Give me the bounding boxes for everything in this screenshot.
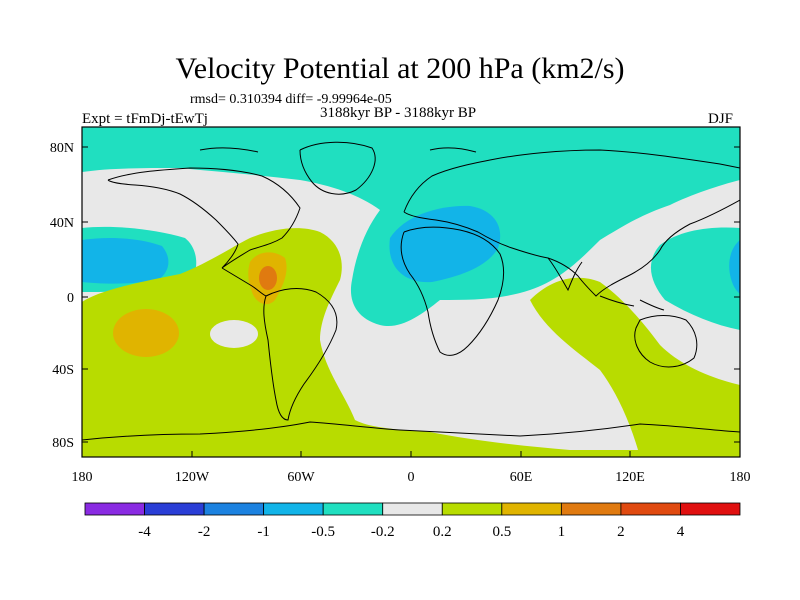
period-label: 3188kyr BP - 3188kyr BP: [320, 105, 477, 121]
lat-label-0: 0: [67, 291, 74, 306]
colorbar-label: -0.2: [371, 524, 395, 540]
lon-label-120e: 120E: [615, 470, 645, 485]
colorbar-label: 1: [558, 524, 566, 540]
lon-label-180w: 180: [72, 470, 93, 485]
colorbar-swatch: [501, 502, 562, 516]
lat-label-80n: 80N: [50, 141, 74, 156]
east-positive-region: [530, 277, 740, 457]
coast-africa: [400, 226, 505, 356]
season-label: DJF: [708, 111, 734, 127]
coast-south-america: [263, 288, 338, 421]
stats-line: rmsd= 0.310394 diff= -9.99964e-05: [190, 92, 392, 107]
contour-field: [82, 127, 740, 457]
colorbar-label: -4: [138, 524, 151, 540]
lat-label-80s: 80S: [52, 436, 74, 451]
negative-core-east: [729, 240, 740, 294]
colorbar-swatch: [203, 502, 265, 516]
coast-indonesia: [599, 295, 665, 311]
colorbar-label: -2: [198, 524, 211, 540]
map-title: Velocity Potential at 200 hPa (km2/s): [175, 52, 625, 85]
lon-label-180e: 180: [730, 470, 751, 485]
latitude-axis: 80N 40N 0 40S 80S: [50, 141, 740, 451]
colorbar-swatch: [680, 502, 741, 516]
coast-north-america: [107, 167, 301, 269]
lon-label-60w: 60W: [287, 470, 315, 485]
colorbar-swatch: [322, 502, 384, 516]
colorbar-swatch: [382, 502, 443, 516]
colorbar-label: 4: [677, 524, 685, 540]
positive-max-caribbean: [259, 266, 277, 290]
coast-arctic: [199, 147, 477, 153]
colorbar-label: 0.5: [492, 524, 511, 540]
colorbar-label: -0.5: [311, 524, 335, 540]
negative-core-pacific: [82, 238, 169, 284]
longitude-axis: 180 120W 60W 0 60E 120E 180: [72, 451, 751, 485]
positive-core-pacific: [113, 309, 179, 357]
lon-label-120w: 120W: [175, 470, 210, 485]
lat-label-40n: 40N: [50, 216, 74, 231]
coast-eurasia: [403, 149, 740, 297]
coast-antarctica: [82, 421, 740, 441]
colorbar-swatch: [84, 502, 145, 516]
coast-india: [547, 257, 583, 292]
colorbar-label: -1: [257, 524, 270, 540]
coast-greenland: [299, 141, 376, 195]
experiment-label: Expt = tFmDj-tEwTj: [82, 111, 208, 127]
lat-label-40s: 40S: [52, 363, 74, 378]
east-negative-region: [650, 227, 740, 330]
coast-australia: [634, 315, 698, 368]
colorbar-label: 0.2: [433, 524, 452, 540]
lon-label-60e: 60E: [510, 470, 533, 485]
negative-core-africa: [389, 205, 501, 283]
coastlines: [82, 141, 740, 441]
colorbar-label: 2: [617, 524, 625, 540]
lon-label-0: 0: [408, 470, 415, 485]
colorbar-swatch: [263, 502, 324, 516]
neutral-hole: [210, 320, 258, 348]
colorbar-swatch: [560, 502, 622, 516]
colorbar-swatch: [620, 502, 681, 516]
coast-central-america: [221, 267, 267, 297]
southern-positive-band: [82, 228, 740, 457]
colorbar-swatch: [441, 502, 503, 516]
colorbar-swatch: [144, 502, 205, 516]
colorbar: -4 -2 -1 -0.5 -0.2 0.2 0.5 1 2 4: [84, 502, 741, 540]
